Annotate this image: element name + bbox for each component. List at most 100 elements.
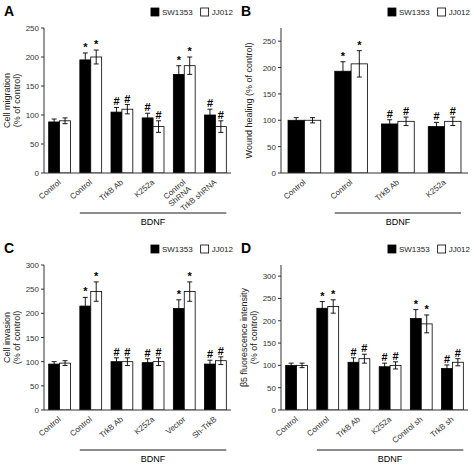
y-tick-label: 200 bbox=[263, 317, 277, 326]
x-tick-label-line: K252a bbox=[370, 414, 394, 436]
annotation: # bbox=[361, 342, 367, 354]
annotation: # bbox=[145, 101, 151, 113]
bar bbox=[173, 74, 184, 173]
x-tick-label-line: TrkB sh bbox=[429, 415, 456, 439]
x-tick-label-line: Control bbox=[305, 415, 331, 439]
legend-label: JJ012 bbox=[212, 245, 234, 254]
error-bar bbox=[125, 358, 130, 366]
legend-label: SW1353 bbox=[399, 8, 430, 17]
annotation: # bbox=[403, 105, 409, 117]
y-tick bbox=[278, 298, 281, 299]
y-tick-label: 250 bbox=[263, 294, 277, 303]
y-tick-label: 150 bbox=[26, 82, 40, 91]
annotation: # bbox=[387, 108, 393, 120]
y-tick bbox=[41, 289, 44, 290]
bar bbox=[184, 292, 195, 410]
error-bar bbox=[218, 121, 223, 133]
panel-label: B bbox=[241, 3, 251, 19]
error-bar bbox=[52, 362, 57, 367]
annotation: # bbox=[433, 110, 439, 122]
bar bbox=[351, 64, 367, 173]
bracket-line bbox=[317, 450, 463, 451]
error-bar bbox=[320, 302, 325, 315]
legend: JJ012 SW1353 bbox=[151, 8, 234, 17]
legend: JJ012SW1353 bbox=[388, 245, 471, 254]
x-axis-line bbox=[281, 410, 468, 411]
y-axis-label-line: Wound healing (% of control) bbox=[244, 43, 254, 159]
legend-swatch bbox=[438, 245, 446, 253]
y-axis-label-line: (% of control) bbox=[12, 74, 22, 128]
bar bbox=[153, 127, 164, 173]
legend-swatch bbox=[151, 8, 159, 16]
x-tick-label-line: Sh-TrkB bbox=[190, 415, 218, 441]
x-tick-label: Vector bbox=[164, 415, 187, 437]
y-axis-label-line: β5 fluorescence intensity bbox=[239, 287, 249, 387]
x-tick-label: Control bbox=[274, 415, 300, 439]
bar bbox=[173, 309, 184, 411]
y-axis-label: Wound healing (% of control) bbox=[244, 43, 254, 159]
y-tick bbox=[41, 28, 44, 29]
annotation: # bbox=[155, 346, 161, 358]
x-tick-label: Control bbox=[329, 178, 355, 202]
bar bbox=[122, 109, 133, 173]
x-tick-label-line: TrkB Ab bbox=[374, 177, 402, 202]
annotation: * bbox=[177, 288, 182, 300]
x-axis-line bbox=[44, 410, 231, 411]
bar bbox=[122, 362, 133, 410]
x-tick-label-line: Control bbox=[68, 178, 94, 202]
legend-swatch bbox=[388, 245, 396, 253]
error-bar bbox=[114, 358, 119, 366]
y-tick bbox=[41, 313, 44, 314]
annotation: # bbox=[124, 93, 130, 105]
annotation: # bbox=[207, 348, 213, 360]
annotation: # bbox=[145, 347, 151, 359]
bar bbox=[382, 124, 398, 173]
legend-label: JJ012 bbox=[449, 8, 471, 17]
x-tick-label: Control bbox=[305, 415, 331, 439]
y-tick-label: 250 bbox=[263, 37, 277, 46]
error-bar bbox=[393, 362, 398, 369]
panel-label: A bbox=[4, 3, 14, 19]
error-bar bbox=[83, 53, 88, 67]
x-tick-label: TrkB Ab bbox=[98, 414, 126, 439]
annotation: # bbox=[113, 95, 119, 107]
annotation: # bbox=[155, 109, 161, 121]
error-bar bbox=[310, 118, 315, 123]
x-tick-label-line: Control bbox=[37, 415, 63, 439]
bar bbox=[442, 369, 453, 410]
bar bbox=[205, 115, 216, 173]
panel-label: D bbox=[241, 240, 251, 256]
bar bbox=[111, 362, 122, 410]
error-bar bbox=[114, 107, 119, 116]
x-tick-label-line: Control bbox=[329, 178, 355, 202]
error-bar bbox=[176, 300, 181, 317]
y-tick-label: 100 bbox=[263, 116, 277, 125]
y-tick-label: 300 bbox=[26, 261, 40, 270]
y-tick-label: 250 bbox=[26, 285, 40, 294]
x-tick-label-line: TrkB shRNA bbox=[179, 177, 219, 213]
annotation: * bbox=[188, 45, 193, 57]
x-tick-label-line: TrkB Ab bbox=[98, 177, 126, 202]
y-tick-label: 0 bbox=[35, 406, 40, 415]
y-tick bbox=[278, 343, 281, 344]
y-axis-label-line: (% of control) bbox=[12, 311, 22, 365]
annotation: # bbox=[218, 345, 224, 357]
legend-label: SW1353 bbox=[162, 8, 193, 17]
error-bar bbox=[444, 365, 449, 372]
bar bbox=[317, 308, 328, 410]
error-bar bbox=[125, 105, 130, 114]
annotation: * bbox=[83, 285, 88, 297]
bar bbox=[215, 127, 226, 173]
bar bbox=[410, 319, 421, 410]
legend: JJ012 SW1353 bbox=[388, 8, 471, 17]
x-tick-label-line: Control sh bbox=[391, 415, 425, 445]
y-tick bbox=[278, 41, 281, 42]
y-tick bbox=[41, 410, 44, 411]
bar bbox=[111, 112, 122, 173]
legend-swatch bbox=[151, 245, 159, 253]
error-bar bbox=[187, 282, 192, 301]
bracket-label: BDNF bbox=[141, 217, 166, 227]
y-tick-label: 0 bbox=[272, 406, 277, 415]
legend-label: JJ012 bbox=[212, 8, 234, 17]
error-bar bbox=[382, 363, 387, 370]
